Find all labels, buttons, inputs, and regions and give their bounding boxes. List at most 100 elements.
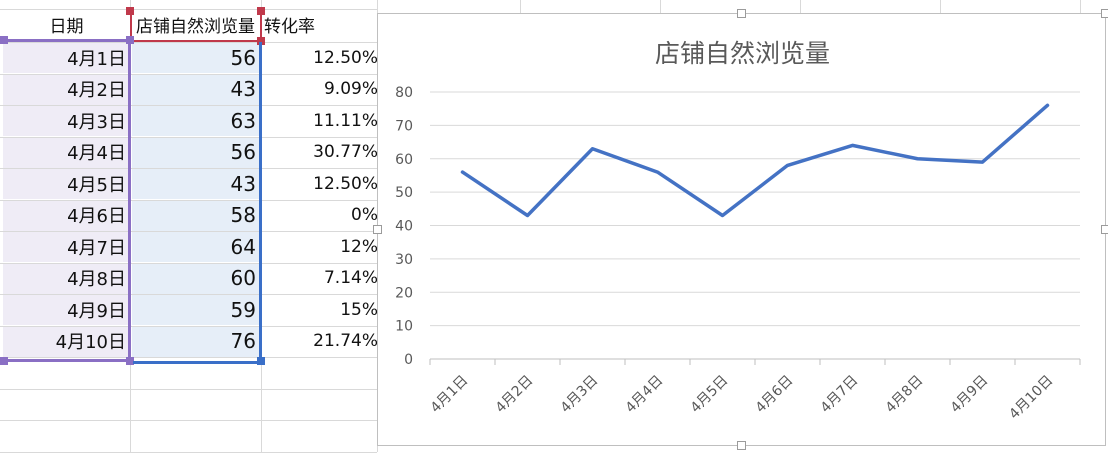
row-gridline — [0, 357, 377, 358]
views-cell[interactable]: 60 — [132, 263, 260, 294]
header-selection-handle-tr[interactable] — [257, 7, 265, 15]
chart-resize-handle-top[interactable] — [737, 9, 746, 18]
row-gridline — [0, 105, 377, 106]
y-tick-label: 30 — [395, 252, 413, 268]
date-cell[interactable]: 4月8日 — [3, 263, 130, 294]
rate-cell[interactable]: 15% — [262, 294, 378, 325]
header-cell-date[interactable]: 日期 — [3, 9, 130, 40]
x-tick-label: 4月8日 — [883, 373, 927, 417]
column-gridline — [1080, 0, 1081, 13]
date-cell[interactable]: 4月5日 — [3, 168, 130, 199]
views-cell-value: 59 — [231, 298, 256, 322]
date-cell-value: 4月6日 — [67, 202, 126, 228]
row-gridline — [0, 168, 377, 169]
date-cell-value: 4月8日 — [67, 265, 126, 291]
rate-cell[interactable]: 30.77% — [262, 137, 378, 168]
chart-resize-handle-left[interactable] — [373, 225, 382, 234]
x-tick-label: 4月7日 — [818, 373, 862, 417]
views-cell[interactable]: 56 — [132, 42, 260, 73]
date-selection-handle-br[interactable] — [126, 357, 134, 365]
y-tick-label: 40 — [395, 219, 413, 235]
date-cell-value: 4月1日 — [67, 45, 126, 71]
column-gridline — [130, 0, 131, 452]
row-gridline — [0, 326, 377, 327]
row-gridline — [0, 74, 377, 75]
rate-cell-value: 9.09% — [324, 79, 378, 99]
row-gridline — [0, 294, 377, 295]
row-gridline — [0, 200, 377, 201]
x-tick-label: 4月1日 — [428, 373, 472, 417]
y-tick-label: 80 — [395, 85, 413, 101]
header-selection-handle-tl[interactable] — [126, 7, 134, 15]
views-cell-value: 58 — [231, 203, 256, 227]
date-cell[interactable]: 4月9日 — [3, 294, 130, 325]
rate-cell[interactable]: 21.74% — [262, 326, 378, 357]
date-cell[interactable]: 4月7日 — [3, 231, 130, 262]
views-selection-handle-br[interactable] — [257, 357, 265, 365]
header-selection-handle-br[interactable] — [257, 37, 265, 45]
row-gridline — [0, 420, 377, 421]
y-tick-label: 10 — [395, 319, 413, 335]
x-tick-label: 4月9日 — [948, 373, 992, 417]
views-cell[interactable]: 76 — [132, 326, 260, 357]
rate-cell-value: 12% — [340, 237, 378, 257]
chart-resize-handle-right[interactable] — [1101, 225, 1108, 234]
views-cell[interactable]: 64 — [132, 231, 260, 262]
rate-cell[interactable]: 0% — [262, 200, 378, 231]
row-gridline — [0, 42, 377, 43]
chart-resize-handle-tr[interactable] — [1101, 9, 1108, 18]
row-gridline — [0, 231, 377, 232]
date-cell[interactable]: 4月3日 — [3, 105, 130, 136]
column-gridline — [800, 0, 801, 13]
x-tick-label: 4月6日 — [753, 373, 797, 417]
chart-resize-handle-bottom[interactable] — [737, 441, 746, 450]
rate-cell-value: 12.50% — [313, 48, 378, 68]
date-cell[interactable]: 4月10日 — [3, 326, 130, 357]
rate-cell[interactable]: 12.50% — [262, 168, 378, 199]
views-cell-value: 63 — [231, 109, 256, 133]
date-cell-value: 4月5日 — [67, 171, 126, 197]
date-cell[interactable]: 4月6日 — [3, 200, 130, 231]
views-cell[interactable]: 58 — [132, 200, 260, 231]
header-cell-rate[interactable]: 转化率 — [262, 9, 378, 40]
views-cell[interactable]: 56 — [132, 137, 260, 168]
rate-cell[interactable]: 11.11% — [262, 105, 378, 136]
date-selection-handle-bl[interactable] — [0, 357, 8, 365]
rate-cell[interactable]: 12.50% — [262, 42, 378, 73]
views-cell[interactable]: 43 — [132, 168, 260, 199]
row-gridline — [0, 137, 377, 138]
date-cell-value: 4月4日 — [67, 139, 126, 165]
x-tick-label: 4月10日 — [1006, 373, 1056, 423]
header-cell-views[interactable]: 店铺自然浏览量 — [132, 9, 260, 40]
date-selection-handle-tr[interactable] — [126, 36, 134, 44]
views-cell-value: 76 — [231, 329, 256, 353]
date-cell[interactable]: 4月1日 — [3, 42, 130, 73]
column-gridline — [660, 0, 661, 13]
views-cell[interactable]: 63 — [132, 105, 260, 136]
views-cell-value: 43 — [231, 77, 256, 101]
rate-cell[interactable]: 9.09% — [262, 74, 378, 105]
date-cell[interactable]: 4月2日 — [3, 74, 130, 105]
y-tick-label: 50 — [395, 185, 413, 201]
rate-cell[interactable]: 12% — [262, 231, 378, 262]
x-tick-label: 4月2日 — [493, 373, 537, 417]
x-tick-label: 4月3日 — [558, 373, 602, 417]
date-cell[interactable]: 4月4日 — [3, 137, 130, 168]
date-cell-value: 4月9日 — [67, 297, 126, 323]
date-selection-handle-tl[interactable] — [0, 36, 8, 44]
rate-cell[interactable]: 7.14% — [262, 263, 378, 294]
views-cell-value: 56 — [231, 140, 256, 164]
row-gridline — [0, 389, 377, 390]
rate-cell-value: 12.50% — [313, 174, 378, 194]
rate-cell-value: 11.11% — [313, 111, 378, 131]
y-tick-label: 60 — [395, 152, 413, 168]
rate-cell-value: 21.74% — [313, 331, 378, 351]
date-cell-value: 4月10日 — [56, 328, 126, 354]
views-cell[interactable]: 43 — [132, 74, 260, 105]
date-cell-value: 4月3日 — [67, 108, 126, 134]
views-cell-value: 56 — [231, 46, 256, 70]
views-cell[interactable]: 59 — [132, 294, 260, 325]
y-tick-label: 0 — [404, 352, 413, 368]
